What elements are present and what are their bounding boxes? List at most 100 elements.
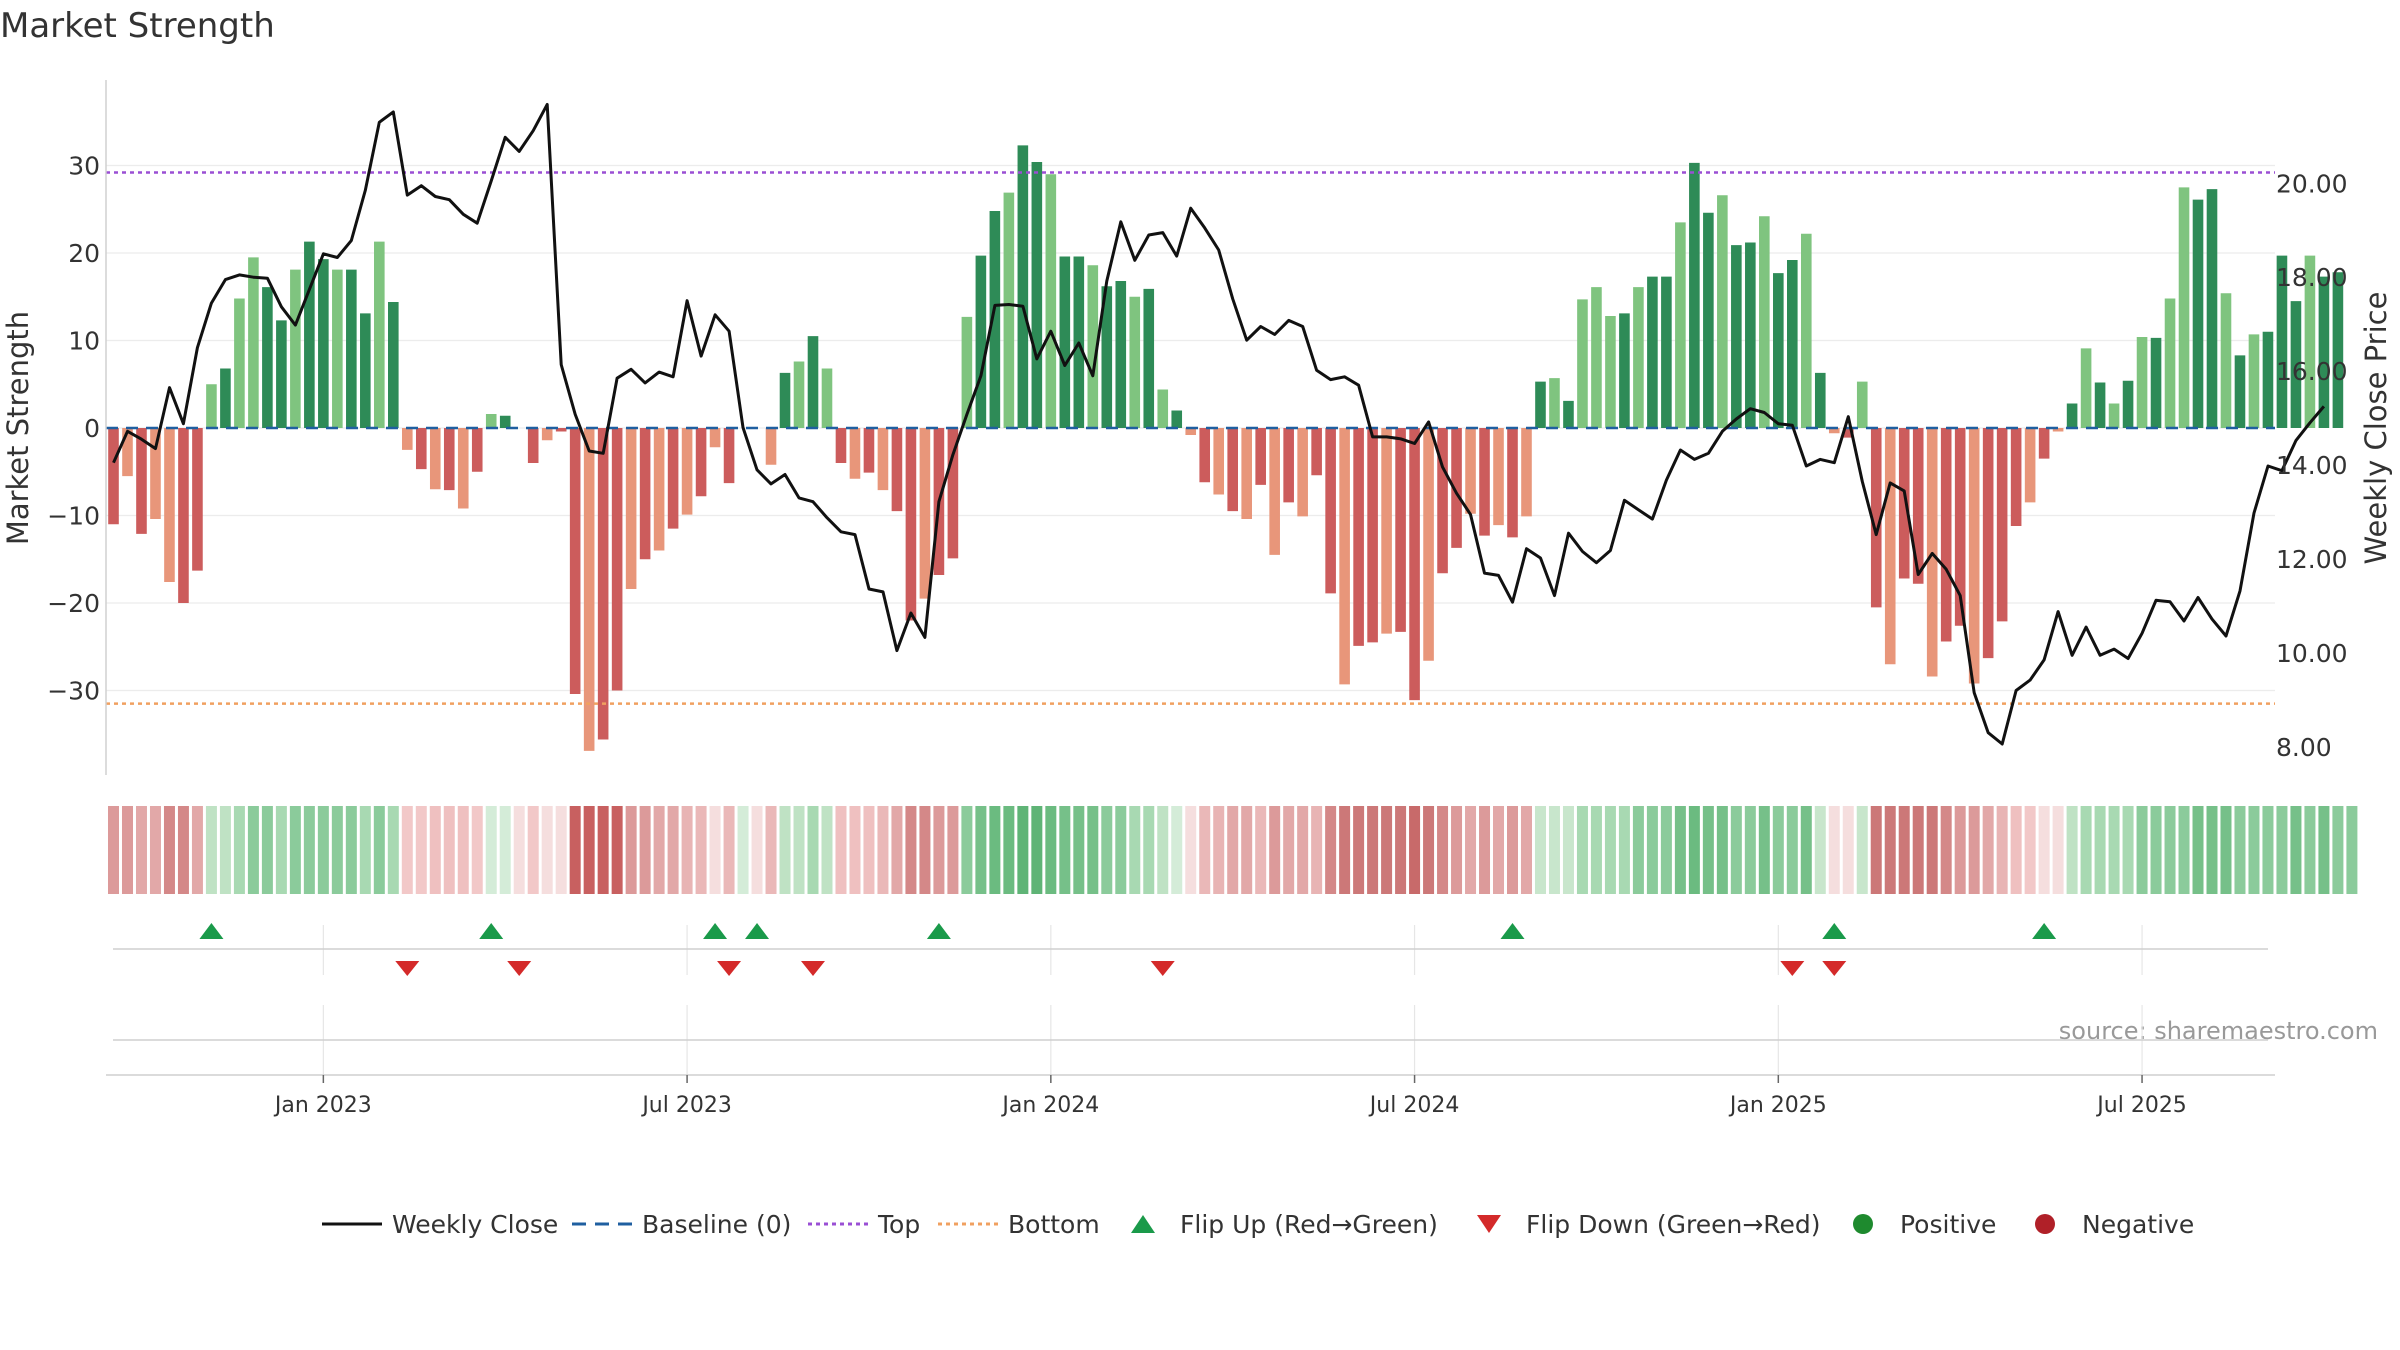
strip-cell	[1143, 806, 1155, 894]
strength-bar	[1842, 428, 1854, 438]
strength-bar	[1968, 428, 1980, 684]
strength-bar	[1241, 428, 1252, 519]
strength-bar	[318, 259, 329, 428]
strip-cell	[289, 806, 301, 894]
strip-cell	[485, 806, 497, 894]
strip-cell	[1520, 806, 1532, 894]
weekly-close-line	[112, 102, 2326, 746]
strip-cell	[835, 806, 847, 894]
x-tick-label: Jan 2023	[273, 1093, 372, 1118]
strength-bar	[2206, 189, 2218, 428]
strength-bar	[1381, 428, 1392, 634]
strip-cell	[1590, 806, 1602, 894]
strength-bar	[1409, 428, 1420, 701]
strength-bar	[2010, 428, 2022, 526]
flip-up-marker	[199, 923, 224, 939]
strength-bar	[2276, 255, 2288, 428]
strength-bar	[1465, 428, 1476, 514]
strip-cell	[541, 806, 553, 894]
legend: Weekly Close Baseline (0) Top Bottom Flip Up…	[322, 1210, 2194, 1239]
strip-cell	[2136, 806, 2148, 894]
strength-bar	[1521, 428, 1532, 517]
strength-bar	[877, 428, 889, 491]
strip-cell	[2304, 806, 2316, 894]
strength-bar	[2318, 276, 2330, 428]
strip-cell	[2108, 806, 2120, 894]
strength-bar	[541, 428, 553, 441]
y-tick-label: 10	[68, 327, 100, 356]
strip-cell	[1171, 806, 1183, 894]
flip-down-marker	[507, 961, 532, 976]
strength-bar	[2150, 337, 2162, 428]
strip-cell	[2010, 806, 2022, 894]
source-label: source: sharemaestro.com	[2059, 1017, 2378, 1045]
y2-tick-label: 10.00	[2276, 639, 2348, 668]
strip-cell	[1912, 806, 1924, 894]
strip-cell	[1311, 806, 1323, 894]
strip-cell	[2220, 806, 2232, 894]
strip-cell	[2192, 806, 2204, 894]
y2-tick-label: 16.00	[2276, 357, 2348, 386]
strip-cell	[121, 806, 133, 894]
flip-up-marker	[1500, 923, 1525, 939]
strength-color-strip	[108, 806, 2358, 894]
strength-bar	[443, 428, 455, 491]
strip-cell	[1185, 806, 1197, 894]
strength-bar	[1619, 313, 1630, 428]
strength-bar	[2108, 403, 2120, 428]
strength-bar	[2094, 382, 2106, 428]
chart-title: Market Strength	[0, 6, 275, 46]
strength-bar	[2304, 255, 2316, 428]
strip-cell	[1031, 806, 1043, 894]
y-tick-label: 0	[84, 414, 100, 443]
strip-cell	[345, 806, 357, 894]
strip-cell	[2178, 806, 2190, 894]
strength-bar	[2332, 272, 2344, 428]
strip-cell	[401, 806, 413, 894]
strength-bar	[1269, 428, 1280, 555]
flip-up-marker	[745, 923, 770, 939]
strength-bar	[1759, 216, 1770, 428]
strength-bar	[1059, 256, 1071, 428]
strip-cell	[821, 806, 833, 894]
strip-cell	[1940, 806, 1952, 894]
strip-cell	[177, 806, 189, 894]
strength-bar	[1507, 428, 1518, 538]
strip-cell	[919, 806, 931, 894]
strength-bar	[1814, 372, 1826, 428]
strength-bar	[150, 428, 161, 519]
strip-cell	[737, 806, 749, 894]
strength-bar	[555, 428, 567, 432]
strip-cell	[1548, 806, 1560, 894]
strength-bar	[1339, 428, 1350, 685]
strength-bar	[346, 269, 357, 428]
strength-bar	[1087, 265, 1099, 428]
strength-bar	[2262, 331, 2274, 428]
legend-swatch-flip-up	[1131, 1215, 1155, 1233]
strip-cell	[1353, 806, 1365, 894]
strip-cell	[275, 806, 287, 894]
weekly-close-series	[112, 102, 2326, 746]
strength-bar	[1227, 428, 1238, 512]
strip-cell	[1800, 806, 1812, 894]
strip-cell	[891, 806, 903, 894]
strip-cell	[1702, 806, 1714, 894]
strength-bar	[1898, 428, 1910, 579]
strength-bar	[2136, 337, 2148, 428]
strip-cell	[2122, 806, 2134, 894]
strength-bar	[1199, 428, 1211, 483]
strength-bar	[164, 428, 175, 582]
strength-bar	[1633, 287, 1644, 428]
strip-cell	[387, 806, 399, 894]
strength-bar	[471, 428, 483, 472]
strength-bar	[961, 316, 973, 428]
strip-cell	[233, 806, 245, 894]
strip-cell	[1059, 806, 1071, 894]
strength-bar	[262, 287, 273, 428]
x-tick-label: Jul 2023	[640, 1093, 732, 1118]
legend-label: Weekly Close	[392, 1210, 558, 1239]
strip-cell	[1283, 806, 1295, 894]
flip-up-marker	[2032, 923, 2057, 939]
legend-label: Top	[877, 1210, 920, 1239]
strength-bar	[1185, 428, 1197, 435]
